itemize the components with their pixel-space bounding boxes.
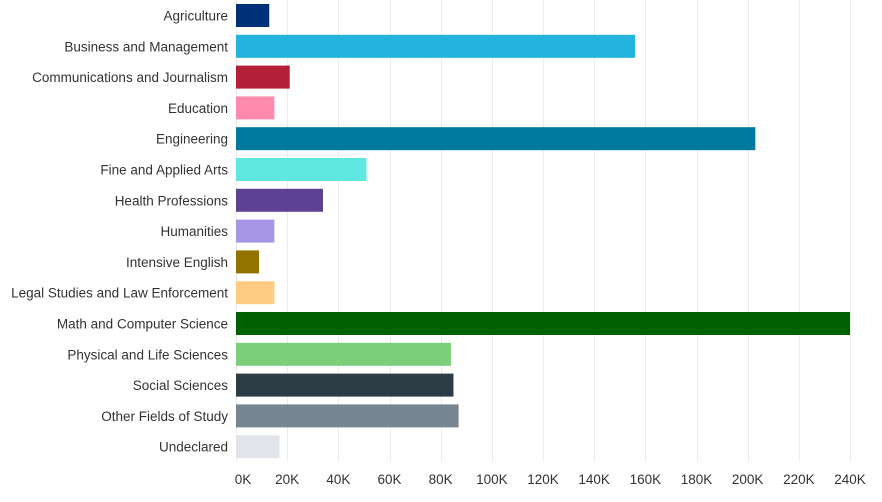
bar[interactable] xyxy=(236,65,290,89)
bar[interactable] xyxy=(236,96,275,120)
bar[interactable] xyxy=(236,404,459,428)
category-label: Undeclared xyxy=(159,440,228,455)
category-label: Legal Studies and Law Enforcement xyxy=(11,286,228,301)
x-tick-label: 200K xyxy=(732,472,764,487)
bar[interactable] xyxy=(236,312,850,335)
bar[interactable] xyxy=(236,4,270,27)
category-label: Physical and Life Sciences xyxy=(67,347,228,362)
category-label: Intensive English xyxy=(126,255,228,270)
x-tick-label: 240K xyxy=(834,472,866,487)
category-label: Business and Management xyxy=(64,39,228,54)
category-label: Fine and Applied Arts xyxy=(100,163,228,178)
bar[interactable] xyxy=(236,342,451,366)
x-tick-label: 100K xyxy=(476,472,508,487)
category-label: Math and Computer Science xyxy=(57,317,228,332)
x-axis-tick-layer: 0K 20K 40K 60K 80K 100K 120K 140K 160K 180K 200K 22… xyxy=(235,472,866,487)
category-label: Education xyxy=(168,101,228,116)
x-tick-label: 20K xyxy=(275,472,299,487)
bar-layer xyxy=(236,4,850,459)
x-tick-label: 0K xyxy=(235,472,252,487)
bar[interactable] xyxy=(236,281,275,305)
x-tick-label: 40K xyxy=(326,472,350,487)
x-tick-label: 180K xyxy=(681,472,713,487)
x-tick-label: 120K xyxy=(527,472,559,487)
bar[interactable] xyxy=(236,188,323,212)
bar[interactable] xyxy=(236,219,275,243)
x-tick-label: 140K xyxy=(578,472,610,487)
x-tick-label: 220K xyxy=(783,472,815,487)
x-tick-label: 60K xyxy=(377,472,401,487)
bar[interactable] xyxy=(236,250,260,274)
grid-layer xyxy=(236,0,851,462)
category-label-layer: Agriculture Business and Management Commun… xyxy=(11,9,228,455)
bar[interactable] xyxy=(236,127,756,151)
category-label: Social Sciences xyxy=(133,378,229,393)
category-label: Health Professions xyxy=(115,193,229,208)
bar[interactable] xyxy=(236,34,636,58)
x-tick-label: 80K xyxy=(429,472,453,487)
category-label: Engineering xyxy=(156,132,228,147)
category-label: Humanities xyxy=(160,224,228,239)
category-label: Other Fields of Study xyxy=(101,409,228,424)
x-tick-label: 160K xyxy=(630,472,662,487)
bar[interactable] xyxy=(236,373,454,397)
category-label: Agriculture xyxy=(163,9,228,24)
bar[interactable] xyxy=(236,435,280,459)
category-label: Communications and Journalism xyxy=(32,70,228,85)
bar[interactable] xyxy=(236,158,367,181)
